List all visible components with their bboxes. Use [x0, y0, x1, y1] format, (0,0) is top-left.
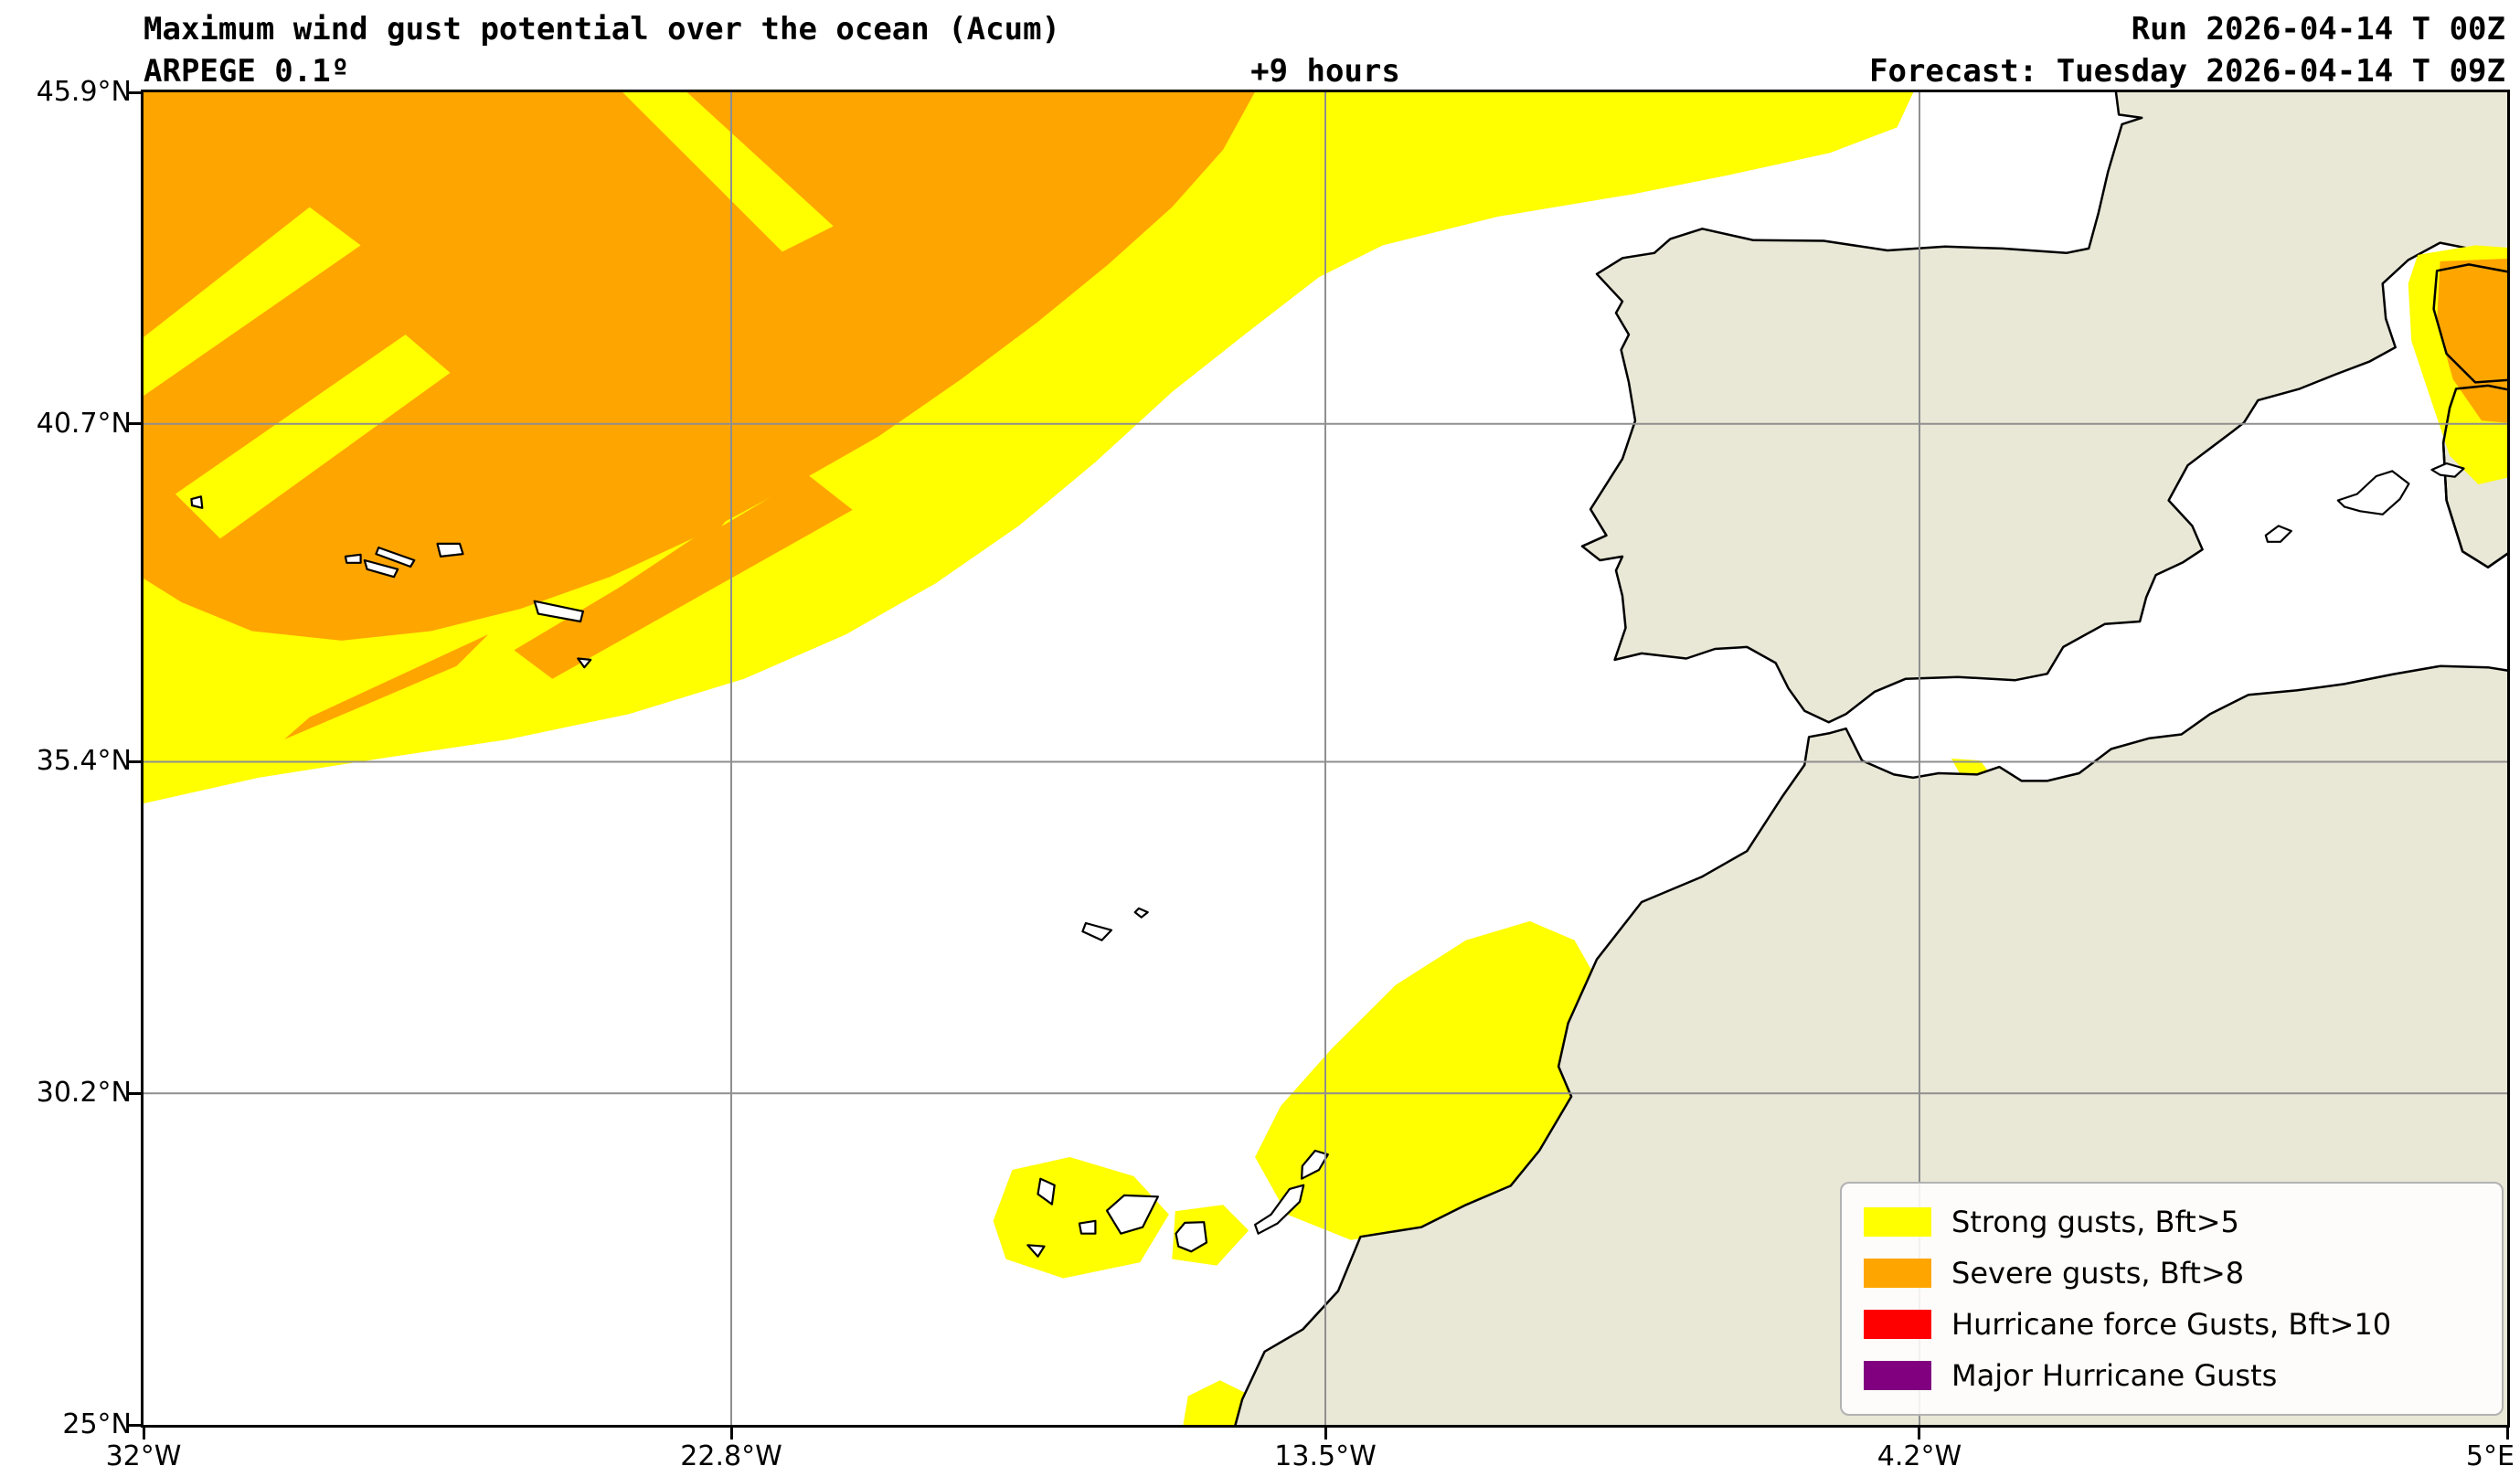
- island-lanzarote: [1301, 1149, 1329, 1180]
- gust-region-strong: [622, 92, 834, 252]
- legend-swatch-3: [1864, 1361, 1931, 1390]
- island-fuerteventura: [1254, 1184, 1305, 1235]
- legend-swatch-0: [1864, 1207, 1931, 1237]
- island-sao-jorge: [375, 547, 416, 568]
- x-axis-label: 4.2°W: [1877, 1440, 1962, 1466]
- forecast-label: Forecast: Tuesday 2026-04-14 T 09Z: [1869, 53, 2505, 90]
- island-faial: [344, 553, 362, 564]
- map-plot: Strong gusts, Bft>5 Severe gusts, Bft>8 Hu…: [141, 90, 2510, 1428]
- x-axis-tick: [142, 1428, 145, 1439]
- legend-label: Strong gusts, Bft>5: [1951, 1205, 2239, 1239]
- land-europe: [1580, 92, 2507, 724]
- legend-swatch-2: [1864, 1310, 1931, 1339]
- legend: Strong gusts, Bft>5 Severe gusts, Bft>8 Hu…: [1840, 1182, 2504, 1416]
- lead-time-label: +9 hours: [1250, 53, 1400, 90]
- y-axis-tick: [129, 422, 141, 426]
- island-mallorca: [2336, 470, 2410, 515]
- island-menorca: [2430, 462, 2465, 478]
- y-axis-tick: [129, 760, 141, 763]
- x-axis-tick: [2505, 1428, 2509, 1439]
- x-axis-tick: [1918, 1428, 1921, 1439]
- y-axis-label: 35.4°N: [36, 745, 132, 778]
- legend-item: Severe gusts, Bft>8: [1864, 1251, 2480, 1295]
- x-axis-label: 22.8°W: [680, 1440, 782, 1466]
- legend-label: Major Hurricane Gusts: [1951, 1358, 2278, 1393]
- island-santa-maria: [577, 657, 592, 669]
- gust-region-strong: [1951, 759, 1990, 776]
- island-la-palma: [1037, 1177, 1056, 1206]
- page-title: Maximum wind gust potential over the oce…: [144, 11, 1061, 48]
- y-axis-tick: [129, 90, 141, 94]
- y-axis-label: 30.2°N: [36, 1077, 132, 1110]
- gust-region-strong: [175, 335, 451, 539]
- x-axis-tick: [729, 1428, 733, 1439]
- island-la-gomera: [1078, 1219, 1097, 1235]
- coastline-corsica: [2432, 263, 2507, 384]
- map-canvas: [144, 92, 2507, 1425]
- legend-swatch-1: [1864, 1259, 1931, 1288]
- y-axis-label: 40.7°N: [36, 407, 132, 440]
- island-tenerife: [1105, 1194, 1159, 1235]
- legend-item: Major Hurricane Gusts: [1864, 1354, 2480, 1397]
- island-madeira: [1081, 921, 1112, 941]
- gust-region-severe: [514, 474, 853, 679]
- x-axis-label: 5°E: [2465, 1440, 2515, 1466]
- y-axis-tick: [129, 1091, 141, 1095]
- island-porto-santo: [1133, 907, 1149, 919]
- model-label: ARPEGE 0.1º: [144, 53, 350, 90]
- island-terceira: [436, 542, 464, 558]
- legend-label: Severe gusts, Bft>8: [1951, 1256, 2245, 1291]
- x-axis-label: 32°W: [105, 1440, 182, 1466]
- island-el-hierro: [1026, 1244, 1046, 1258]
- island-pico: [363, 558, 399, 579]
- legend-item: Strong gusts, Bft>5: [1864, 1200, 2480, 1244]
- x-axis-label: 13.5°W: [1274, 1440, 1377, 1466]
- island-ibiza: [2264, 525, 2292, 543]
- island-sao-miguel: [533, 600, 584, 623]
- y-axis-label: 25°N: [62, 1408, 132, 1440]
- island-flores: [190, 495, 204, 509]
- legend-label: Hurricane force Gusts, Bft>10: [1951, 1307, 2392, 1342]
- island-gran-canaria: [1175, 1221, 1208, 1253]
- gust-region-strong: [1255, 920, 1600, 1240]
- gust-region-severe: [283, 634, 489, 740]
- coastline-sardinia: [2441, 384, 2507, 568]
- legend-item: Hurricane force Gusts, Bft>10: [1864, 1302, 2480, 1346]
- y-axis-label: 45.9°N: [36, 76, 132, 108]
- x-axis-tick: [1324, 1428, 1327, 1439]
- gust-region-severe: [144, 92, 1255, 641]
- gust-region-severe: [597, 513, 731, 612]
- y-axis-tick: [129, 1423, 141, 1427]
- run-label: Run 2026-04-14 T 00Z: [2131, 11, 2505, 48]
- gust-region-strong: [144, 207, 361, 397]
